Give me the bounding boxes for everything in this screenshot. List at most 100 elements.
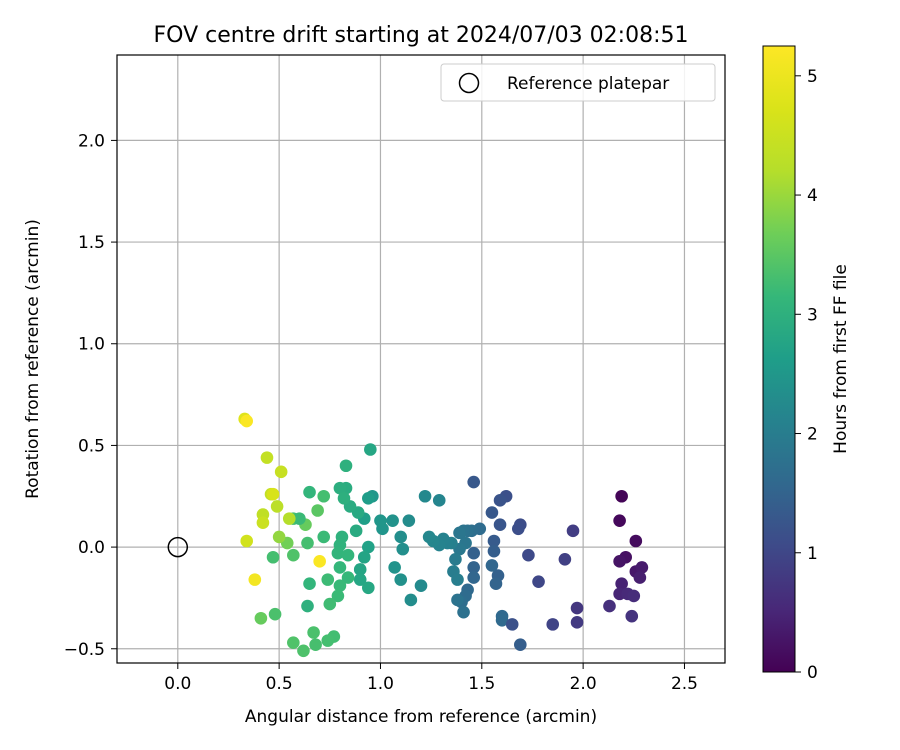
y-tick-label: 2.0 xyxy=(78,131,105,151)
x-tick-label: 0.5 xyxy=(266,674,293,694)
scatter-point xyxy=(311,504,324,517)
scatter-point xyxy=(394,530,408,544)
scatter-point xyxy=(566,524,580,538)
scatter-point xyxy=(303,577,316,590)
colorbar-tick-label: 5 xyxy=(807,67,818,87)
scatter-point xyxy=(615,489,628,503)
scatter-point xyxy=(333,481,347,495)
scatter-point xyxy=(248,573,262,586)
scatter-point xyxy=(418,489,432,503)
scatter-point xyxy=(558,552,572,566)
scatter-point xyxy=(414,579,428,593)
x-tick-label: 1.0 xyxy=(367,674,394,694)
scatter-point xyxy=(467,475,480,489)
scatter-point xyxy=(485,506,499,519)
scatter-point xyxy=(485,559,499,572)
scatter-point xyxy=(467,571,480,584)
scatter-point xyxy=(394,573,408,586)
scatter-point xyxy=(633,571,647,584)
scatter-point xyxy=(272,530,286,544)
scatter-point xyxy=(353,573,367,586)
y-tick-label: 1.5 xyxy=(78,233,105,253)
scatter-point xyxy=(487,544,501,558)
scatter-point xyxy=(266,550,280,564)
scatter-point xyxy=(256,516,270,529)
scatter-point xyxy=(287,548,300,562)
legend-marker-icon xyxy=(458,72,480,94)
scatter-point xyxy=(268,607,282,621)
scatter-point xyxy=(505,618,519,631)
scatter-point xyxy=(514,638,527,651)
scatter-point xyxy=(402,514,416,527)
scatter-point xyxy=(453,526,466,540)
scatter-point xyxy=(282,512,296,525)
x-tick-label: 1.5 xyxy=(468,674,495,694)
scatter-point xyxy=(613,555,626,568)
y-tick-label: 1.0 xyxy=(78,335,105,355)
scatter-point xyxy=(260,451,274,464)
scatter-point xyxy=(353,563,367,576)
colorbar-ticks: 0 1 2 3 4 5 xyxy=(795,67,818,683)
scatter-point xyxy=(487,534,501,548)
scatter-point xyxy=(493,518,507,532)
scatter-point xyxy=(489,577,503,590)
x-tick-label: 0.0 xyxy=(164,674,191,694)
scatter-point xyxy=(449,552,462,566)
scatter-point xyxy=(331,589,345,603)
scatter-point xyxy=(341,571,355,584)
scatter-point xyxy=(362,491,375,505)
scatter-point xyxy=(337,491,351,505)
scatter-point xyxy=(396,542,410,556)
scatter-point xyxy=(309,638,322,651)
x-axis-label: Angular distance from reference (arcmin) xyxy=(245,707,597,727)
y-tick-label: 0.0 xyxy=(78,538,105,558)
scatter-point xyxy=(629,534,643,548)
legend: Reference platepar xyxy=(440,63,716,102)
colorbar-tick-label: 0 xyxy=(807,663,818,683)
colorbar-tick-label: 2 xyxy=(807,425,818,445)
y-axis-label: Rotation from reference (arcmin) xyxy=(23,219,43,499)
scatter-point xyxy=(362,540,375,554)
scatter-point xyxy=(493,494,507,507)
scatter-point xyxy=(495,613,509,627)
scatter-point xyxy=(511,522,525,536)
reference-marker-group xyxy=(167,536,189,558)
scatter-point xyxy=(625,609,639,623)
scatter-point xyxy=(293,512,306,525)
scatter-point xyxy=(303,485,316,499)
colorbar: 0 1 2 3 4 5 Hours from first FF file xyxy=(762,45,851,683)
scatter-point xyxy=(274,465,288,479)
scatter-point xyxy=(603,599,616,613)
scatter-point xyxy=(451,573,464,586)
x-tick-label: 2.0 xyxy=(570,674,597,694)
scatter-point xyxy=(333,561,347,574)
scatter-point xyxy=(287,636,300,649)
scatter-point xyxy=(457,605,470,619)
scatter-point xyxy=(374,514,387,527)
grid-lines xyxy=(117,55,725,663)
scatter-point xyxy=(357,550,371,564)
x-axis-ticks: 0.0 0.5 1.0 1.5 2.0 2.5 xyxy=(164,663,698,694)
y-tick-label: 0.5 xyxy=(78,436,105,456)
scatter-point xyxy=(404,593,418,607)
scatter-point xyxy=(451,593,464,607)
scatter-point xyxy=(546,618,560,631)
scatter-point xyxy=(339,459,353,473)
scatter-point xyxy=(317,530,331,544)
plot-frame xyxy=(116,54,726,664)
colorbar-tick-label: 4 xyxy=(807,186,818,206)
scatter-point xyxy=(615,577,628,590)
scatter-point xyxy=(313,555,326,568)
scatter-point xyxy=(570,601,584,615)
scatter-point xyxy=(422,530,436,544)
legend-box xyxy=(440,63,716,102)
scatter-point xyxy=(301,536,314,550)
reference-platepar-marker xyxy=(167,536,189,558)
scatter-point xyxy=(331,546,345,560)
scatter-point xyxy=(240,534,254,548)
colorbar-tick-label: 1 xyxy=(807,544,818,564)
scatter-point xyxy=(341,548,355,562)
scatter-point xyxy=(317,489,331,503)
scatter-points xyxy=(238,412,649,658)
